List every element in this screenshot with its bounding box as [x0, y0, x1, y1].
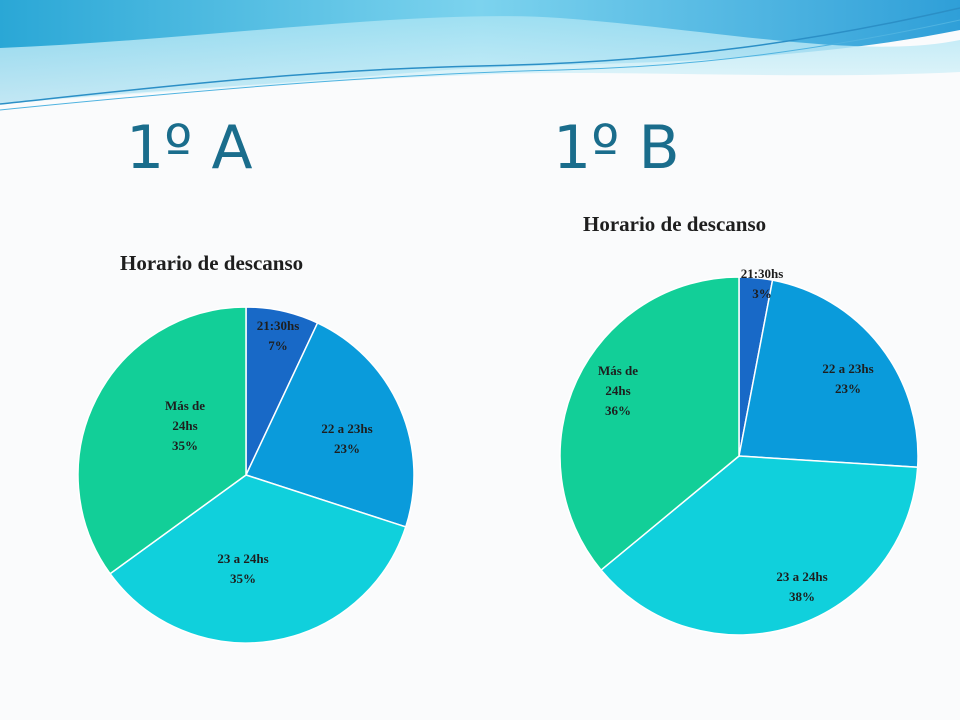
data-label-line-1b-22-a-23hs: 22 a 23hs — [822, 361, 873, 376]
data-label-1a-22-a-23hs: 22 a 23hs 23% — [321, 421, 372, 456]
data-label-line-1b-22-a-23hs: 23% — [835, 381, 861, 396]
pie-slice-1b-22-a-23hs — [738, 279, 919, 469]
data-label-1a-23-a-24hs: 23 a 24hs 35% — [217, 551, 268, 586]
data-label-1b-m-s-de-24hs: Más de 24hs 36% — [598, 363, 638, 418]
pie-slice-1a-m-s-de-24hs — [77, 306, 247, 575]
pie-slice-1b-23-a-24hs — [600, 455, 919, 636]
data-label-line-1a-22-a-23hs: 23% — [334, 441, 360, 456]
data-label-1a-21-30hs: 21:30hs 7% — [257, 318, 300, 353]
data-label-line-1a-m-s-de-24hs: 24hs — [172, 418, 197, 433]
data-label-1b-23-a-24hs: 23 a 24hs 38% — [776, 569, 827, 604]
pie-slice-1a-23-a-24hs — [109, 474, 407, 644]
pie-slice-1b-m-s-de-24hs — [559, 276, 740, 572]
data-label-line-1b-21-30hs: 3% — [752, 286, 772, 301]
data-label-line-1a-22-a-23hs: 22 a 23hs — [321, 421, 372, 436]
pie-slice-1a-22-a-23hs — [244, 321, 415, 528]
chart-title-1a: Horario de descanso — [120, 251, 304, 275]
data-label-line-1b-23-a-24hs: 38% — [789, 589, 815, 604]
data-label-1b-21-30hs: 21:30hs 3% — [741, 266, 784, 301]
data-label-line-1b-m-s-de-24hs: 24hs — [605, 383, 630, 398]
data-label-1b-22-a-23hs: 22 a 23hs 23% — [822, 361, 873, 396]
chart-title-1b: Horario de descanso — [583, 212, 767, 236]
data-label-line-1b-21-30hs: 21:30hs — [741, 266, 784, 281]
data-label-line-1a-23-a-24hs: 35% — [230, 571, 256, 586]
header-wave-decoration — [0, 0, 960, 111]
data-label-line-1a-21-30hs: 7% — [268, 338, 288, 353]
data-label-line-1a-m-s-de-24hs: Más de — [165, 398, 205, 413]
data-label-line-1b-m-s-de-24hs: Más de — [598, 363, 638, 378]
data-label-line-1a-21-30hs: 21:30hs — [257, 318, 300, 333]
data-label-line-1a-m-s-de-24hs: 35% — [172, 438, 198, 453]
group-heading-1a: 1º A — [126, 113, 253, 183]
data-label-1a-m-s-de-24hs: Más de 24hs 35% — [165, 398, 205, 453]
data-label-line-1b-23-a-24hs: 23 a 24hs — [776, 569, 827, 584]
data-label-line-1b-m-s-de-24hs: 36% — [605, 403, 631, 418]
group-heading-1b: 1º B — [553, 113, 680, 183]
data-label-line-1a-23-a-24hs: 23 a 24hs — [217, 551, 268, 566]
